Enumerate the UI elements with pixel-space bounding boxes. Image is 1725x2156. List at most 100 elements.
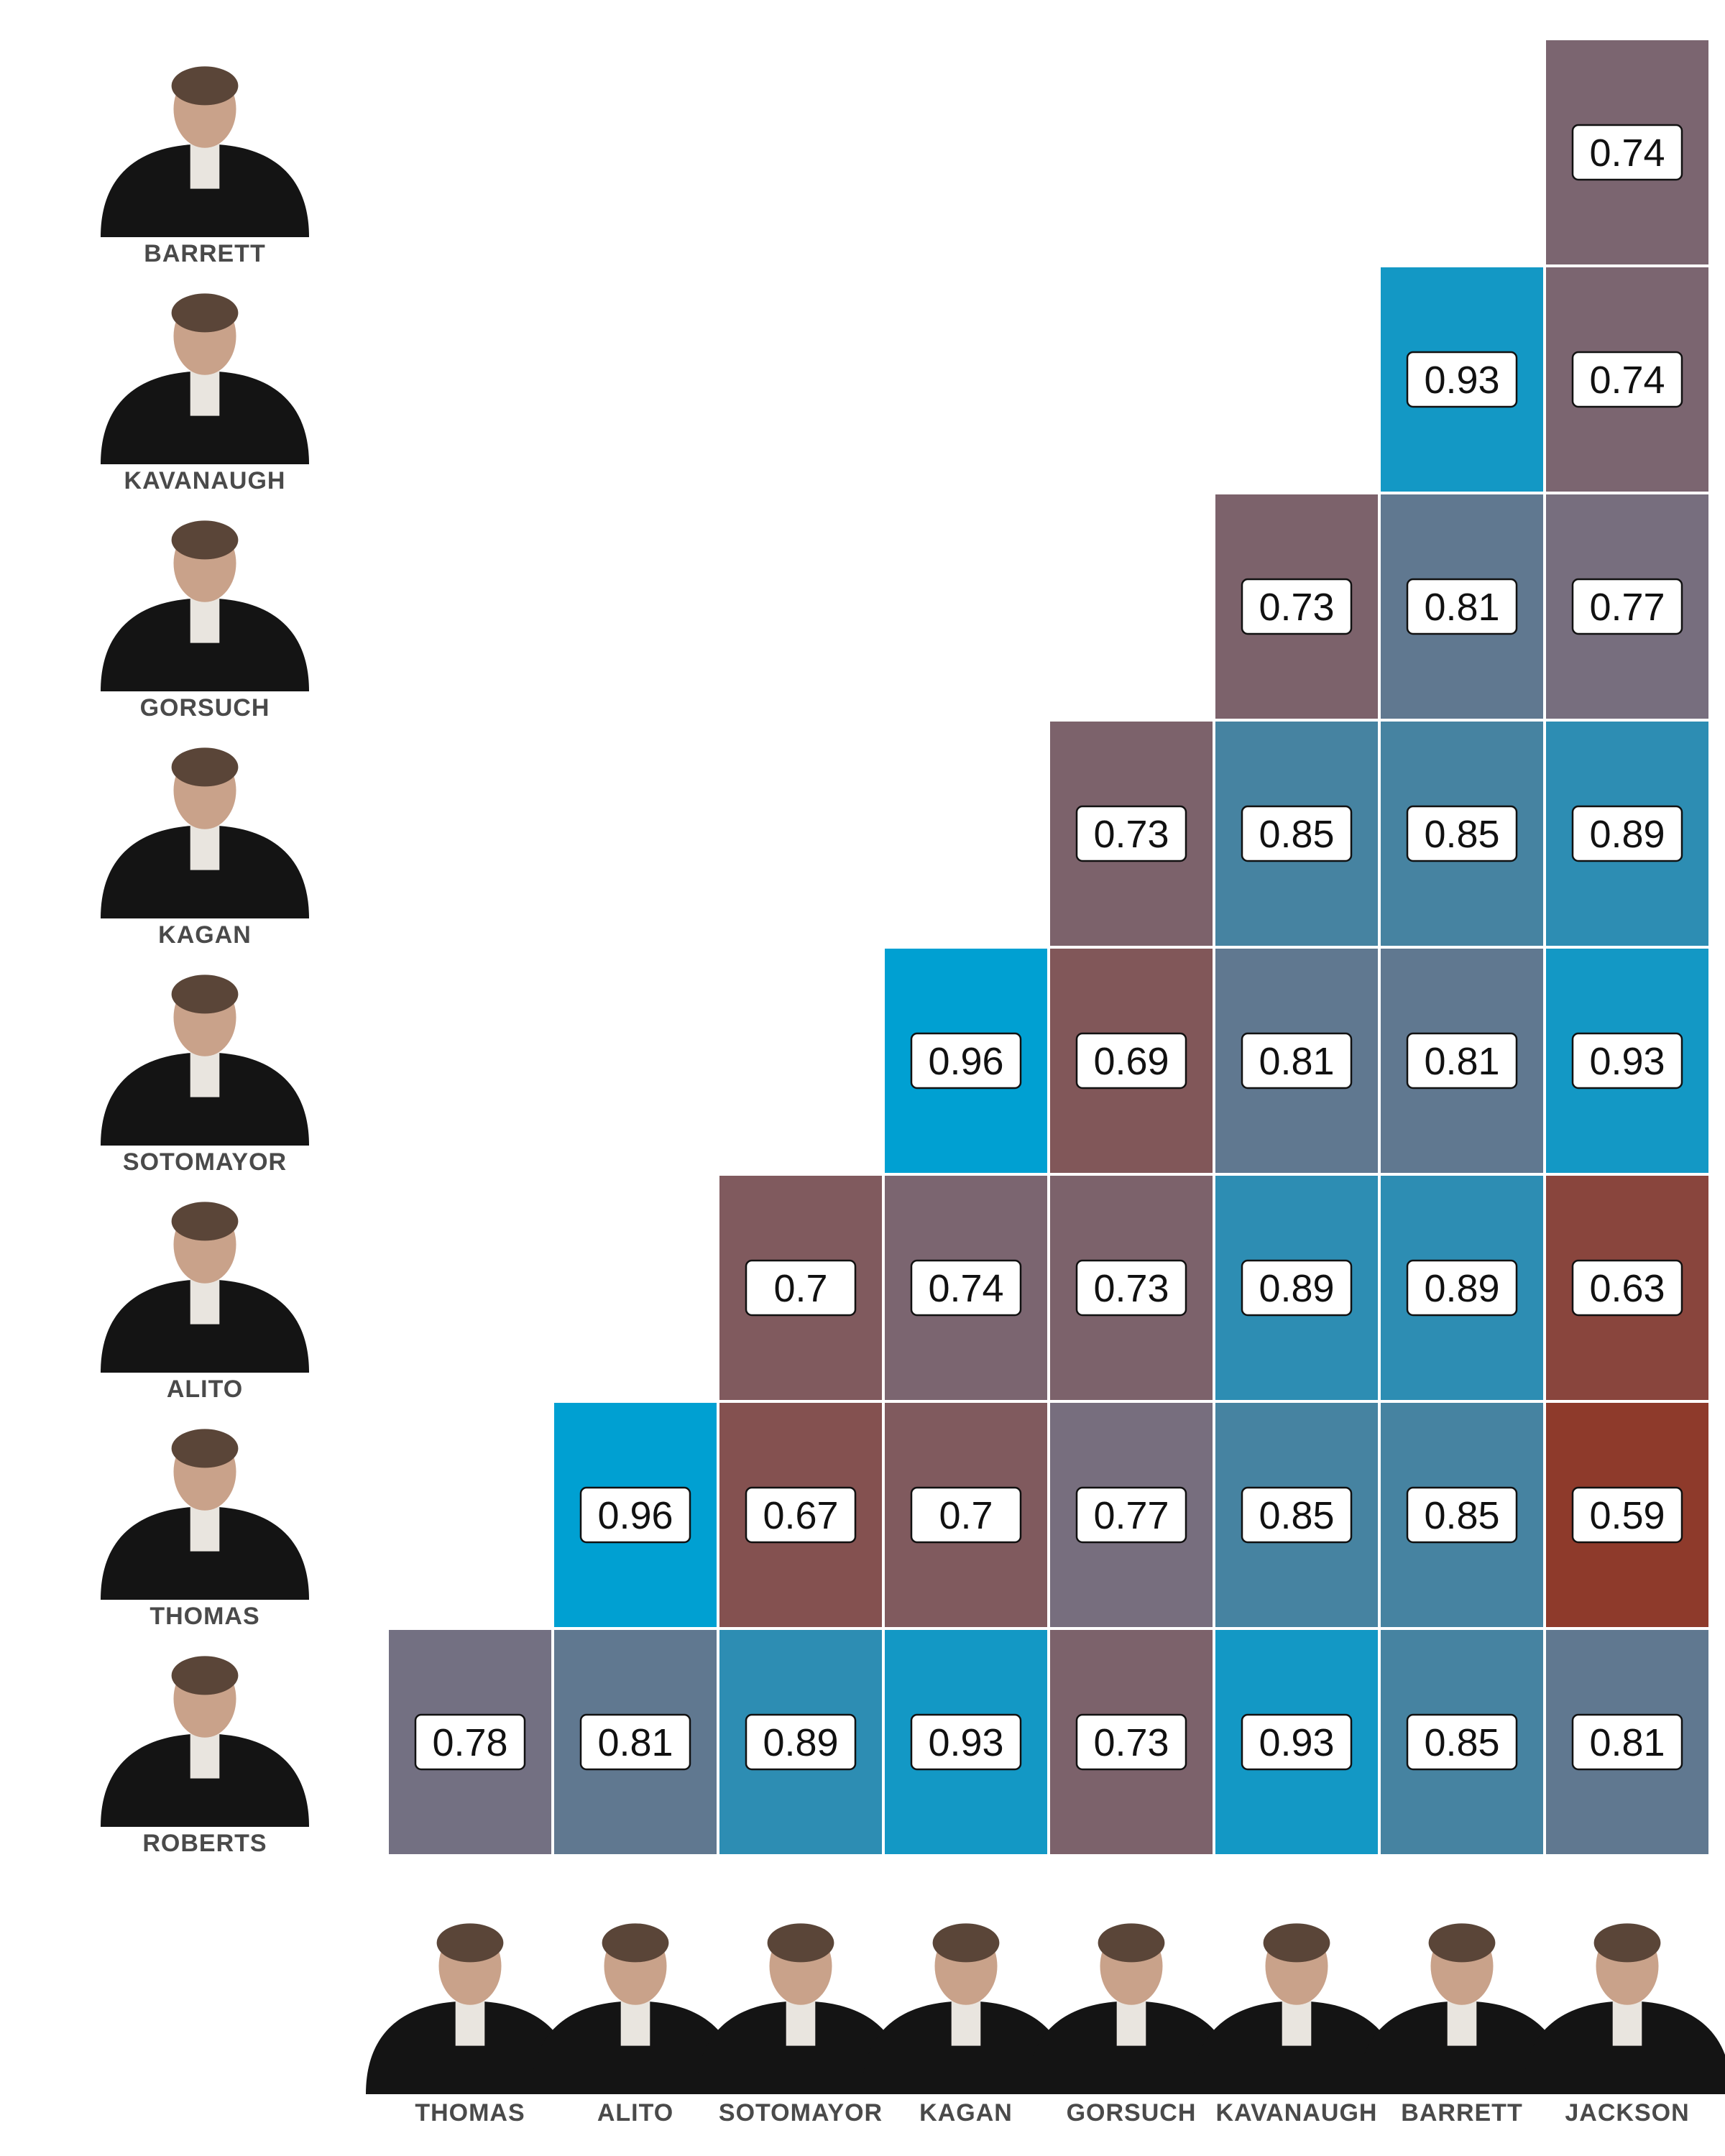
heatmap-cell: 0.89 — [1546, 722, 1708, 946]
collar-shape — [786, 1999, 816, 2046]
value-label-box — [910, 1713, 1022, 1771]
value-label-box — [1571, 1486, 1683, 1544]
cell-value-label: 0.85 — [1424, 813, 1499, 856]
cell-value-label: 0.74 — [1589, 359, 1665, 402]
robe-shape — [101, 144, 309, 237]
cell-value-label: 0.93 — [928, 1721, 1003, 1764]
value-label-box — [1241, 1713, 1353, 1771]
row-name-label: BARRETT — [144, 240, 265, 267]
heatmap-cell: 0.73 — [1050, 1630, 1213, 1854]
value-label-box — [579, 1486, 691, 1544]
collar-shape — [190, 1277, 220, 1325]
robe-shape — [101, 825, 309, 918]
heatmap-cell: 0.85 — [1381, 1630, 1543, 1854]
robe-shape — [1027, 2001, 1236, 2094]
value-label-box — [1406, 805, 1518, 862]
cell-value-label: 0.74 — [1589, 132, 1665, 175]
cell-value-label: 0.73 — [1093, 1721, 1169, 1764]
cell-value-label: 0.74 — [928, 1267, 1003, 1310]
value-label-box — [1241, 578, 1353, 635]
heatmap-cell: 0.85 — [1215, 1403, 1378, 1627]
column-header: ALITO — [531, 1923, 740, 2127]
value-label-box — [745, 1259, 857, 1317]
column-name-label: THOMAS — [415, 2099, 525, 2127]
hair-shape — [932, 1923, 1000, 1963]
value-label-box — [910, 1486, 1022, 1544]
heatmap-cell: 0.7 — [719, 1176, 882, 1400]
cell-value-label: 0.69 — [1093, 1040, 1169, 1083]
cell-value-label: 0.78 — [432, 1721, 507, 1764]
robe-shape — [1358, 2001, 1566, 2094]
justice-portrait — [1358, 1923, 1566, 2094]
heatmap-cell: 0.81 — [1215, 949, 1378, 1173]
heatmap-cell: 0.77 — [1050, 1403, 1213, 1627]
hair-shape — [1098, 1923, 1165, 1963]
cell-value-label: 0.73 — [1259, 586, 1334, 629]
cell-value-label: 0.59 — [1589, 1494, 1665, 1537]
column-name-label: KAGAN — [919, 2099, 1013, 2127]
heatmap-cell: 0.74 — [885, 1176, 1047, 1400]
cell-value-label: 0.89 — [1424, 1267, 1499, 1310]
column-header: BARRETT — [1358, 1923, 1566, 2127]
cell-value-label: 0.7 — [939, 1494, 993, 1537]
collar-shape — [455, 1999, 485, 2046]
value-label-box — [910, 1032, 1022, 1089]
column-headers: THOMAS ALITO SOTOMAYOR KAGAN GORSUCH KAVANAUG… — [366, 1923, 1725, 2127]
cell-value-label: 0.85 — [1424, 1721, 1499, 1764]
value-label-box — [1571, 1259, 1683, 1317]
heatmap-cell: 0.89 — [1215, 1176, 1378, 1400]
value-label-box — [1406, 1032, 1518, 1089]
heatmap-cell: 0.74 — [1546, 267, 1708, 492]
justice-portrait — [1192, 1923, 1401, 2094]
value-label-box — [1406, 1713, 1518, 1771]
heatmap-cell: 0.93 — [1381, 267, 1543, 492]
hair-shape — [171, 66, 239, 106]
hair-shape — [171, 520, 239, 560]
value-label-box — [1241, 1032, 1353, 1089]
cell-value-label: 0.77 — [1589, 586, 1665, 629]
value-label-box — [1406, 1486, 1518, 1544]
hair-shape — [1593, 1923, 1661, 1963]
cell-value-label: 0.89 — [763, 1721, 838, 1764]
row-header: BARRETT — [101, 66, 309, 267]
value-label-box — [745, 1713, 857, 1771]
heatmap-cell: 0.7 — [885, 1403, 1047, 1627]
heatmap-cell: 0.96 — [554, 1403, 717, 1627]
row-name-label: ALITO — [167, 1376, 243, 1403]
justice-portrait — [1523, 1923, 1725, 2094]
justice-portrait — [101, 1429, 309, 1600]
value-label-box — [1075, 1032, 1187, 1089]
value-label-box — [1241, 805, 1353, 862]
row-header: ROBERTS — [101, 1656, 309, 1857]
hair-shape — [171, 975, 239, 1014]
robe-shape — [101, 598, 309, 691]
column-name-label: KAVANAUGH — [1216, 2099, 1378, 2127]
row-name-label: THOMAS — [150, 1603, 259, 1630]
justice-portrait — [1027, 1923, 1236, 2094]
justice-portrait — [531, 1923, 740, 2094]
row-headers: BARRETT KAVANAUGH GORSUCH KAGAN SOTOMAYOR ALI… — [101, 66, 309, 1857]
robe-shape — [862, 2001, 1070, 2094]
value-label-box — [1406, 1259, 1518, 1317]
cell-value-label: 0.73 — [1093, 1267, 1169, 1310]
cell-value-label: 0.81 — [1424, 586, 1499, 629]
heatmap-cell: 0.81 — [1381, 949, 1543, 1173]
column-header: KAVANAUGH — [1192, 1923, 1401, 2127]
column-header: KAGAN — [862, 1923, 1070, 2127]
heatmap-cell: 0.81 — [1546, 1630, 1708, 1854]
robe-shape — [101, 1506, 309, 1600]
hair-shape — [171, 1656, 239, 1695]
value-label-box — [1241, 1259, 1353, 1317]
justice-portrait — [101, 66, 309, 237]
row-name-label: SOTOMAYOR — [123, 1148, 287, 1176]
justice-portrait — [101, 747, 309, 918]
robe-shape — [101, 1052, 309, 1146]
row-name-label: ROBERTS — [142, 1830, 267, 1857]
cell-value-label: 0.96 — [928, 1040, 1003, 1083]
value-label-box — [1571, 1032, 1683, 1089]
collar-shape — [190, 1731, 220, 1779]
value-label-box — [414, 1713, 526, 1771]
hair-shape — [767, 1923, 834, 1963]
collar-shape — [1447, 1999, 1477, 2046]
